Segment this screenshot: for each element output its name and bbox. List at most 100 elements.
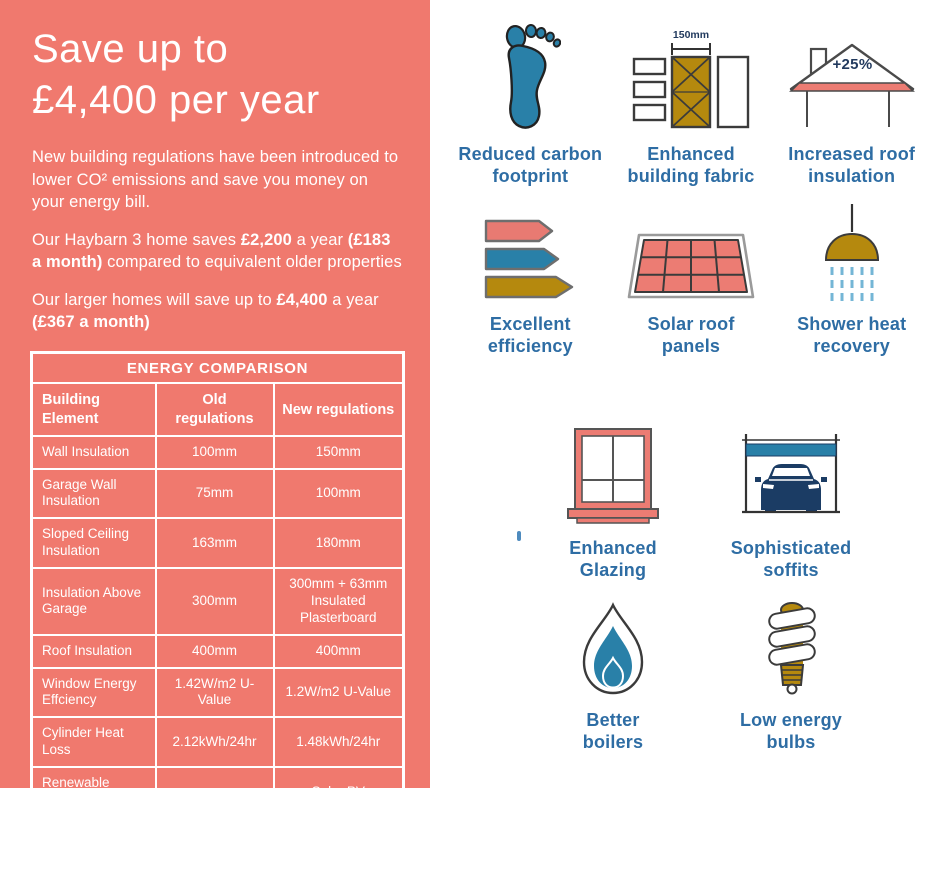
table-cell: 300mm [154,567,275,636]
table-row: Window Energy Effciency 1.42W/m2 U-Value… [30,666,405,719]
feature-enhanced-building-fabric: 150mm Enhanced [611,8,772,188]
feature-low-energy-bulbs: Low energy bulbs [702,596,880,754]
table-cell: Solar PV [272,766,405,818]
table-cell: 100mm [154,434,275,470]
wall-section-icon [632,43,750,129]
roof-insulation-annotation: +25% [832,56,873,73]
icon-box [760,596,822,698]
features-grid: Reduced carbon footprint 150mm [430,0,940,788]
table-cell: Insulation Above Garage [30,567,157,636]
icon-box [741,412,841,526]
title-line-2: £4,400 per year [32,78,320,123]
roof-insulation-icon [788,43,915,127]
table-cell: Sloped Ceiling Insulation [30,517,157,570]
table-row: Renewable Technology - Solar PV [30,766,405,818]
table-title: ENERGY COMPARISON [30,351,405,385]
table-cell: 180mm [272,517,405,570]
text-segment: a year [327,290,379,309]
feature-label: Better boilers [582,710,644,752]
icon-box: +25% [787,8,917,132]
table-row: Waste Water Heat Recovery - Shower Water… [30,815,405,869]
feature-label: Shower heat recovery [797,314,907,356]
monthly-amount: (£183 a month) [32,230,391,272]
monthly-amount: (£367 a month) [32,313,150,331]
shower-head-icon [824,204,879,301]
wall-width-annotation: 150mm [672,29,710,41]
footprint-icon [506,24,562,129]
table-cell: 1.42W/m2 U-Value [154,666,275,719]
larger-homes-paragraph: Our larger homes will save up to £4,400 … [32,289,404,334]
haybarn-savings-paragraph: Our Haybarn 3 home saves £2,200 a year (… [32,229,404,274]
energy-bulb-icon [768,602,816,695]
solar-panel-icon [627,233,755,299]
icon-box [624,198,758,302]
feature-label: Enhanced building fabric [627,144,755,186]
feature-excellent-efficiency: Excellent efficiency [450,198,611,358]
feature-label: Increased roof insulation [788,144,916,186]
feature-label: Sophisticated soffits [730,538,852,580]
features-row-1: Reduced carbon footprint 150mm [450,8,932,188]
table-cell: 1.48kWh/24hr [272,716,405,769]
savings-panel: Save up to £4,400 per year New building … [0,0,430,869]
column-header: Building Element [30,382,157,437]
feature-label: Reduced carbon footprint [458,144,603,186]
column-header: Old regulations [154,382,275,437]
text-segment: Our larger homes will save up to [32,290,277,309]
garage-car-icon [742,434,840,514]
table-row: Roof Insulation 400mm 400mm [30,633,405,669]
table-row: Cylinder Heat Loss 2.12kWh/24hr 1.48kWh/… [30,716,405,769]
table-cell: 2.12kWh/24hr [154,716,275,769]
features-row-3: Enhanced Glazing [524,412,880,582]
page-title: Save up to £4,400 per year [32,24,404,126]
table-cell: - [154,815,275,869]
savings-amount: £2,200 [240,230,292,249]
table-cell: 163mm [154,517,275,570]
table-cell: 300mm + 63mm Insulated Plasterboard [272,567,405,636]
table-header-row: Building Element Old regulations New reg… [30,382,405,437]
feature-label: Excellent efficiency [487,314,573,356]
feature-sophisticated-soffits: Sophisticated soffits [702,412,880,582]
table-cell: 75mm [154,467,275,520]
icon-box: 150mm [630,8,752,132]
feature-label: Low energy bulbs [739,710,843,752]
feature-label: Solar roof panels [647,314,735,356]
table-cell: Roof Insulation [30,633,157,669]
text-segment: Our Haybarn 3 home saves [32,230,241,249]
efficiency-rating-icon [485,219,574,299]
table-row: Insulation Above Garage 300mm 300mm + 63… [30,567,405,636]
icon-box [482,198,578,302]
table-row: Sloped Ceiling Insulation 163mm 180mm [30,517,405,570]
table-cell: Waste Water Heat Recovery [30,815,157,869]
feature-reduced-carbon-footprint: Reduced carbon footprint [450,8,611,188]
intro-paragraph: New building regulations have been intro… [32,148,399,212]
table-cell: 400mm [154,633,275,669]
table-cell: Shower Water Recovery [272,815,405,869]
energy-comparison-table: ENERGY COMPARISON Building Element Old r… [30,351,405,869]
feature-shower-heat-recovery: Shower heat recovery [771,198,932,358]
table-cell: - [154,766,275,818]
table-row: Garage Wall Insulation 75mm 100mm [30,467,405,520]
icon-box [499,8,562,132]
window-icon [567,428,659,524]
feature-solar-roof-panels: Solar roof panels [611,198,772,358]
text-segment: compared to equivalent older properties [102,253,402,272]
table-row: Wall Insulation 100mm 150mm [30,434,405,470]
table-cell: Garage Wall Insulation [30,467,157,520]
table-cell: Renewable Technology [30,766,157,818]
text-segment: a year [291,230,348,249]
features-row-2: Excellent efficiency Solar roof panels [450,198,932,358]
icon-box [572,596,654,698]
features-row-4: Better boilers Lo [524,596,880,754]
icon-box [798,198,906,302]
feature-enhanced-glazing: Enhanced Glazing [524,412,702,582]
title-line-1: Save up to [32,27,229,71]
icon-box [565,412,661,526]
table-cell: Window Energy Effciency [30,666,157,719]
table-title-row: ENERGY COMPARISON [30,351,405,385]
savings-amount: £4,400 [276,290,328,309]
table-cell: 100mm [272,467,405,520]
table-cell: 1.2W/m2 U-Value [272,666,405,719]
feature-label: Enhanced Glazing [569,538,657,580]
table-cell: Cylinder Heat Loss [30,716,157,769]
feature-increased-roof-insulation: +25% Increased roof insulation [771,8,932,188]
